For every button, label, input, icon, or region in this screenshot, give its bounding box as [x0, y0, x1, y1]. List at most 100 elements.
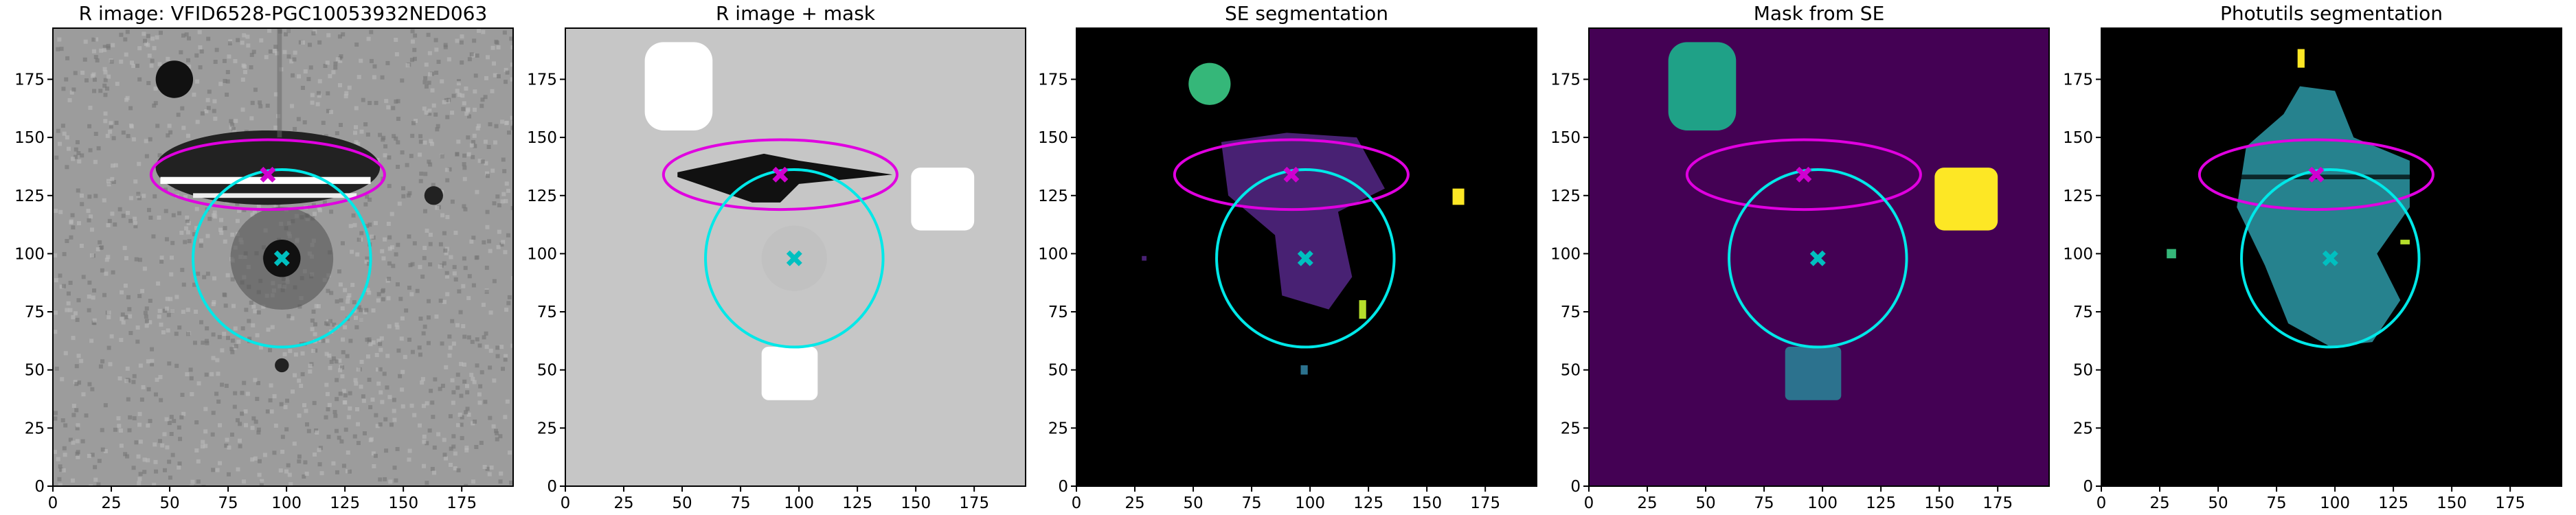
x-tick-label: 75: [1241, 494, 1261, 512]
center-marker: [260, 166, 276, 183]
panel: 0 25 50 75 100 125 150 175 0 25 50 75 100 125 150 175 R …: [14, 2, 514, 512]
axes-frame: [565, 27, 1026, 487]
y-tick-label: 100: [1550, 245, 1581, 263]
blob: [193, 193, 357, 198]
y-tick-label: 50: [1561, 362, 1581, 380]
blob: [2237, 86, 2410, 347]
x-tick-label: 0: [2097, 494, 2107, 512]
x-tick-label: 125: [2378, 494, 2408, 512]
center-marker: [2308, 166, 2325, 183]
y-tick-label: 175: [2063, 71, 2093, 89]
blob: [911, 168, 975, 231]
x-tick-label: 50: [672, 494, 692, 512]
blob: [1188, 62, 1231, 105]
y-tick-label: 50: [1048, 362, 1068, 380]
x-tick-label: 25: [613, 494, 633, 512]
y-tick-label: 0: [1570, 478, 1581, 496]
x-tick-label: 25: [1125, 494, 1144, 512]
y-tick-label: 125: [527, 187, 557, 205]
y-tick-label: 25: [1048, 420, 1068, 437]
x-tick-label: 100: [2320, 494, 2350, 512]
y-tick-label: 100: [1038, 245, 1068, 263]
y-tick-label: 175: [14, 71, 45, 89]
aperture-ellipse: [662, 138, 899, 211]
panel: 0 25 50 75 100 125 150 175 0 25 50 75 100 125 150 175 SE…: [1038, 2, 1537, 512]
center-marker: [1796, 166, 1812, 183]
aperture-circle: [1728, 168, 1908, 349]
x-tick-label: 150: [2437, 494, 2467, 512]
aperture-circle: [192, 168, 372, 349]
blob: [761, 346, 818, 400]
x-tick-label: 175: [1470, 494, 1500, 512]
blob: [277, 28, 282, 138]
y-tick-label: 100: [527, 245, 557, 263]
y-tick-label: 150: [527, 129, 557, 147]
aperture-ellipse: [149, 138, 386, 211]
x-tick-label: 150: [1412, 494, 1442, 512]
blob: [2400, 240, 2410, 244]
x-tick-label: 0: [48, 494, 58, 512]
y-tick-label: 100: [2063, 245, 2093, 263]
aperture-ellipse: [2197, 138, 2434, 211]
image: [565, 28, 1026, 486]
blob: [275, 358, 289, 373]
center-marker: [1297, 250, 1313, 266]
panel: 0 25 50 75 100 125 150 175 0 25 50 75 100 125 150 175 R …: [527, 2, 1026, 512]
x-tick-label: 125: [1866, 494, 1896, 512]
y-tick-label: 25: [537, 420, 557, 437]
x-tick-label: 25: [1637, 494, 1657, 512]
x-tick-label: 100: [271, 494, 302, 512]
x-tick-label: 150: [901, 494, 931, 512]
aperture-ellipse: [1685, 138, 1922, 211]
blob: [424, 186, 443, 205]
y-tick-label: 75: [1561, 304, 1581, 321]
blob: [1934, 168, 1998, 231]
blob: [644, 42, 713, 130]
x-tick-label: 125: [842, 494, 872, 512]
aperture-circle: [704, 168, 885, 349]
blob: [1785, 346, 1842, 400]
x-tick-label: 25: [2149, 494, 2169, 512]
blob: [1668, 42, 1737, 130]
image: [1076, 28, 1537, 486]
x-tick-label: 0: [1072, 494, 1082, 512]
image: [53, 28, 513, 486]
aperture-ellipse: [1173, 138, 1410, 211]
blob: [1300, 365, 1308, 375]
y-tick-label: 175: [527, 71, 557, 89]
x-tick-label: 75: [1754, 494, 1774, 512]
y-tick-label: 175: [1038, 71, 1068, 89]
blob: [1142, 255, 1147, 261]
panel: 0 25 50 75 100 125 150 175 0 25 50 75 100 125 150 175 Ma…: [1550, 2, 2050, 512]
blob: [155, 130, 381, 205]
x-tick-label: 125: [330, 494, 360, 512]
y-tick-label: 50: [2073, 362, 2093, 380]
y-tick-label: 175: [1550, 71, 1581, 89]
x-tick-label: 25: [101, 494, 121, 512]
x-tick-label: 175: [1982, 494, 2013, 512]
y-tick-label: 150: [2063, 129, 2093, 147]
blob: [1359, 300, 1366, 319]
x-tick-label: 50: [1183, 494, 1203, 512]
panel-title: Photutils segmentation: [2220, 2, 2443, 25]
y-tick-label: 150: [1038, 129, 1068, 147]
center-marker: [772, 166, 789, 183]
aperture-circle: [1215, 168, 1396, 349]
y-tick-label: 0: [547, 478, 557, 496]
y-tick-label: 75: [1048, 304, 1068, 321]
x-tick-label: 50: [1695, 494, 1715, 512]
x-tick-label: 0: [561, 494, 571, 512]
y-tick-label: 125: [14, 187, 45, 205]
x-tick-label: 75: [2266, 494, 2286, 512]
x-tick-label: 50: [159, 494, 179, 512]
y-tick-label: 50: [25, 362, 45, 380]
x-tick-label: 175: [2495, 494, 2525, 512]
y-tick-label: 75: [2073, 304, 2093, 321]
x-tick-label: 100: [1807, 494, 1838, 512]
center-marker: [1283, 166, 1300, 183]
y-tick-label: 0: [34, 478, 45, 496]
x-tick-label: 175: [447, 494, 477, 512]
panel-title: R image: VFID6528-PGC10053932NED063: [79, 2, 488, 25]
x-tick-label: 50: [2208, 494, 2228, 512]
blob: [2297, 49, 2305, 68]
